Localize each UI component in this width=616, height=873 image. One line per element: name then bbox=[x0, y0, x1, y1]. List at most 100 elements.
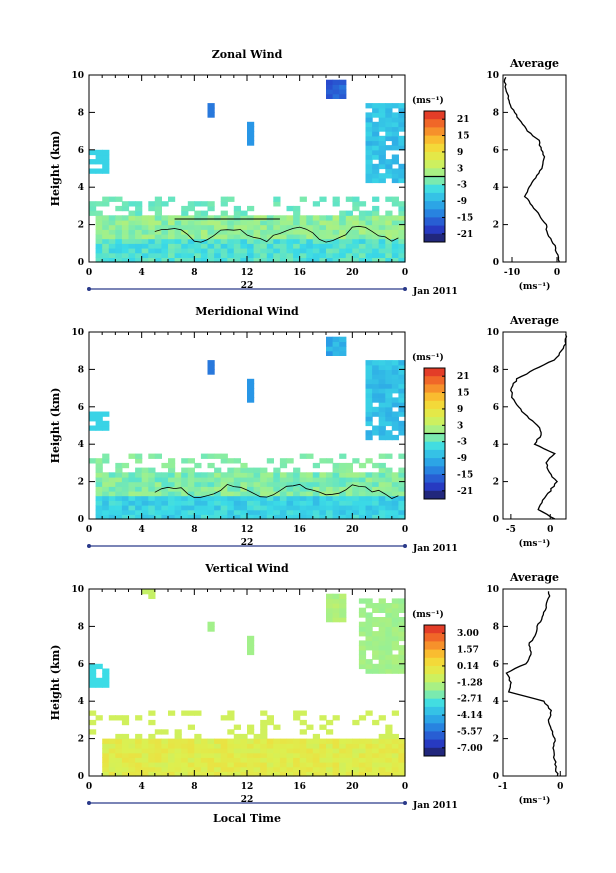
heatmap-cell bbox=[358, 486, 367, 492]
heatmap-cell bbox=[319, 481, 327, 487]
heatmap-cell bbox=[247, 131, 255, 137]
heatmap-cell bbox=[115, 248, 123, 254]
heatmap-cell bbox=[293, 495, 301, 501]
heatmap-cell bbox=[365, 248, 373, 254]
heatmap-cell bbox=[352, 514, 360, 520]
heatmap-cell bbox=[398, 635, 406, 642]
heatmap-cell bbox=[108, 500, 116, 506]
heatmap-cell bbox=[332, 196, 340, 202]
heatmap-cell bbox=[220, 738, 228, 744]
heatmap-cell bbox=[378, 654, 386, 660]
heatmap-cell bbox=[352, 243, 360, 249]
heatmap-cell bbox=[378, 505, 386, 511]
heatmap-cell bbox=[365, 388, 373, 394]
heatmap-cell bbox=[339, 93, 347, 99]
heatmap-cell bbox=[339, 752, 347, 758]
heatmap-cell bbox=[121, 233, 130, 240]
heatmap-cell bbox=[378, 752, 386, 758]
heatmap-cell bbox=[378, 472, 386, 478]
colorbar-segment bbox=[424, 151, 445, 161]
heatmap-cell bbox=[286, 766, 294, 772]
heatmap-cell bbox=[365, 766, 373, 772]
heatmap-cell bbox=[121, 757, 130, 763]
heatmap-cell bbox=[299, 495, 307, 501]
heatmap-cell bbox=[161, 481, 169, 487]
heatmap-cell bbox=[306, 481, 314, 487]
heatmap-cell bbox=[378, 631, 386, 637]
heatmap-cell bbox=[319, 224, 327, 230]
heatmap-cell bbox=[227, 500, 235, 506]
heatmap-cell bbox=[89, 159, 97, 165]
heatmap-cell bbox=[339, 771, 347, 777]
heatmap-cell bbox=[154, 748, 162, 754]
heatmap-cell bbox=[293, 514, 301, 520]
heatmap-cell bbox=[299, 748, 307, 754]
heatmap-cell bbox=[332, 462, 340, 469]
heatmap-cell bbox=[233, 257, 241, 263]
heatmap-cell bbox=[372, 766, 380, 772]
heatmap-cell bbox=[214, 238, 222, 244]
colorbar-segment bbox=[424, 474, 445, 484]
heatmap-cell bbox=[326, 93, 334, 99]
heatmap-cell bbox=[260, 224, 268, 230]
heatmap-cell bbox=[174, 500, 182, 506]
heatmap-cell bbox=[89, 682, 97, 688]
heatmap-cell bbox=[391, 411, 399, 417]
heatmap-cell bbox=[174, 472, 182, 478]
heatmap-cell bbox=[220, 490, 228, 497]
heatmap-cell bbox=[108, 238, 116, 244]
heatmap-cell bbox=[135, 210, 143, 216]
heatmap-cell bbox=[312, 476, 320, 483]
heatmap-cell bbox=[391, 126, 399, 132]
heatmap-cell bbox=[227, 472, 235, 478]
heatmap-cell bbox=[326, 617, 334, 623]
heatmap-cell bbox=[214, 766, 222, 772]
heatmap-cell bbox=[398, 626, 406, 632]
heatmap-cell bbox=[372, 425, 380, 431]
heatmap-cell bbox=[227, 224, 235, 230]
heatmap-cell bbox=[319, 762, 327, 768]
heatmap-cell bbox=[260, 229, 268, 235]
heatmap-cell bbox=[378, 177, 386, 184]
heatmap-cell bbox=[332, 350, 340, 356]
heatmap-cell bbox=[345, 472, 353, 478]
heatmap-cell bbox=[168, 476, 176, 483]
colorbar-label: -9 bbox=[457, 454, 467, 464]
heatmap-cell bbox=[108, 748, 116, 754]
heatmap-cell bbox=[214, 248, 222, 254]
colorbar-segment bbox=[424, 625, 445, 634]
heatmap-cell bbox=[135, 248, 143, 254]
heatmap-cell bbox=[299, 243, 307, 249]
heatmap-cell bbox=[273, 490, 281, 497]
heatmap-cell bbox=[187, 762, 195, 768]
y-tick-label: 10 bbox=[71, 328, 84, 338]
heatmap-cell bbox=[385, 103, 393, 109]
heatmap-cell bbox=[148, 238, 156, 244]
heatmap-cell bbox=[372, 719, 380, 726]
heatmap-cell bbox=[273, 757, 281, 763]
heatmap-cell bbox=[115, 252, 123, 258]
heatmap-cell bbox=[207, 481, 215, 487]
colorbar-segment bbox=[424, 384, 445, 394]
y-tick-label: 6 bbox=[78, 660, 84, 670]
heatmap-cell bbox=[273, 495, 281, 501]
heatmap-cell bbox=[398, 360, 406, 366]
heatmap-cell bbox=[391, 383, 399, 389]
heatmap-cell bbox=[161, 233, 169, 240]
heatmap-cell bbox=[200, 476, 209, 483]
heatmap-cell bbox=[365, 149, 373, 156]
heatmap-cell bbox=[220, 229, 228, 235]
heatmap-cell bbox=[181, 458, 189, 464]
heatmap-cell bbox=[253, 238, 261, 244]
heatmap-cell bbox=[174, 224, 182, 230]
heatmap-cell bbox=[121, 248, 130, 254]
heatmap-cell bbox=[95, 243, 103, 249]
heatmap-cell bbox=[220, 224, 228, 230]
heatmap-cell bbox=[319, 495, 327, 501]
heatmap-cell bbox=[220, 481, 228, 487]
heatmap-cell bbox=[253, 252, 261, 258]
colorbar-segment bbox=[424, 731, 445, 741]
heatmap-cell bbox=[372, 486, 380, 492]
heatmap-cell bbox=[385, 168, 393, 174]
heatmap-cell bbox=[312, 252, 320, 258]
